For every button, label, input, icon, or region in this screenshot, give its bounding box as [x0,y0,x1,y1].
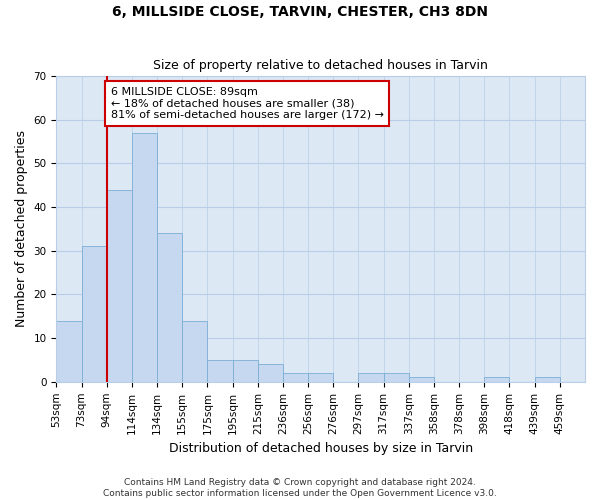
Y-axis label: Number of detached properties: Number of detached properties [15,130,28,328]
Bar [82,246,107,382]
Text: 6, MILLSIDE CLOSE, TARVIN, CHESTER, CH3 8DN: 6, MILLSIDE CLOSE, TARVIN, CHESTER, CH3 … [112,5,488,19]
Bar [107,190,132,382]
Text: 6 MILLSIDE CLOSE: 89sqm
← 18% of detached houses are smaller (38)
81% of semi-de: 6 MILLSIDE CLOSE: 89sqm ← 18% of detache… [110,87,383,120]
Bar [182,320,208,382]
Bar [283,373,308,382]
Bar [383,373,409,382]
Bar [132,132,157,382]
Bar [535,378,560,382]
Bar [358,373,383,382]
X-axis label: Distribution of detached houses by size in Tarvin: Distribution of detached houses by size … [169,442,473,455]
Bar [484,378,509,382]
Title: Size of property relative to detached houses in Tarvin: Size of property relative to detached ho… [153,59,488,72]
Bar [208,360,233,382]
Bar [233,360,258,382]
Bar [258,364,283,382]
Bar [56,320,82,382]
Bar [157,234,182,382]
Bar [409,378,434,382]
Text: Contains HM Land Registry data © Crown copyright and database right 2024.
Contai: Contains HM Land Registry data © Crown c… [103,478,497,498]
Bar [308,373,333,382]
